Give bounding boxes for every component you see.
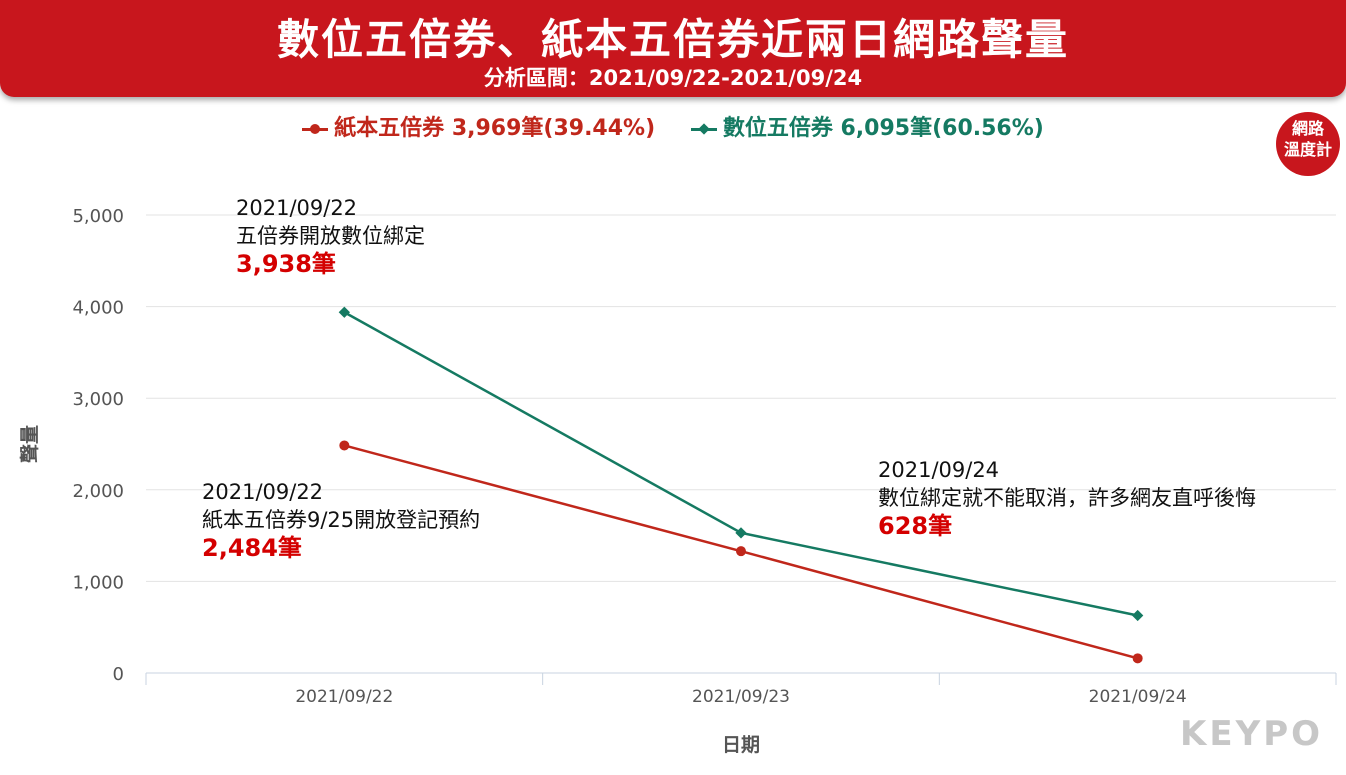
title-banner: 數位五倍券、紙本五倍券近兩日網路聲量 分析區間：2021/09/22-2021/… [0, 0, 1346, 97]
y-tick-label: 4,000 [72, 298, 124, 319]
keypo-logo: KEYPO [1180, 714, 1324, 754]
annotation-paper-0922: 2021/09/22 紙本五倍券9/25開放登記預約 2,484筆 [202, 478, 480, 562]
legend-label-digital: 數位五倍券 6,095筆(60.56%) [722, 116, 1044, 141]
diamond-marker-icon [690, 122, 717, 135]
circle-marker-icon [302, 123, 329, 134]
annotation-text: 紙本五倍券9/25開放登記預約 [202, 508, 481, 532]
annotation-date: 2021/09/24 [878, 458, 1000, 482]
annotation-text: 五倍券開放數位綁定 [236, 224, 425, 248]
thermometer-badge-icon: 網路 溫度計 [1276, 112, 1340, 176]
annotation-date: 2021/09/22 [202, 480, 324, 504]
annotation-text: 數位綁定就不能取消，許多網友直呼後悔 [878, 486, 1256, 510]
annotation-digital-0924: 2021/09/24 數位綁定就不能取消，許多網友直呼後悔 628筆 [878, 456, 1256, 540]
x-axis-title: 日期 [722, 734, 760, 756]
data-point-digital [1132, 609, 1144, 622]
y-tick-label: 1,000 [72, 572, 124, 593]
annotation-date: 2021/09/22 [236, 196, 358, 220]
data-point-digital [338, 306, 350, 318]
annotation-digital-0922: 2021/09/22 五倍券開放數位綁定 3,938筆 [236, 194, 425, 278]
chart-title: 數位五倍券、紙本五倍券近兩日網路聲量 [276, 15, 1069, 64]
badge-line1: 網路 [1291, 119, 1324, 138]
data-point-digital [735, 527, 747, 539]
chart-subtitle: 分析區間：2021/09/22-2021/09/24 [483, 66, 863, 90]
data-point-paper [1132, 653, 1143, 664]
data-point-paper [736, 546, 746, 557]
x-tick-label: 2021/09/23 [692, 687, 790, 707]
badge-line2: 溫度計 [1283, 140, 1332, 159]
annotation-value: 628筆 [878, 512, 953, 540]
y-tick-label: 3,000 [72, 389, 124, 410]
y-tick-label: 2,000 [72, 481, 124, 502]
data-point-paper [339, 440, 350, 451]
annotation-value: 2,484筆 [202, 534, 302, 562]
legend-item-paper[interactable]: 紙本五倍券 3,969筆(39.44%) [302, 110, 655, 142]
legend-item-digital[interactable]: 數位五倍券 6,095筆(60.56%) [690, 110, 1044, 142]
legend: 紙本五倍券 3,969筆(39.44%) 數位五倍券 6,095筆(60.56%… [0, 110, 1346, 142]
x-tick-label: 2021/09/22 [295, 687, 393, 707]
y-tick-label: 5,000 [72, 206, 124, 227]
x-tick-label: 2021/09/24 [1089, 687, 1187, 707]
annotation-value: 3,938筆 [236, 250, 336, 278]
legend-label-paper: 紙本五倍券 3,969筆(39.44%) [334, 116, 656, 141]
y-axis-title: 聲量 [18, 425, 41, 463]
y-tick-label: 0 [113, 664, 124, 685]
